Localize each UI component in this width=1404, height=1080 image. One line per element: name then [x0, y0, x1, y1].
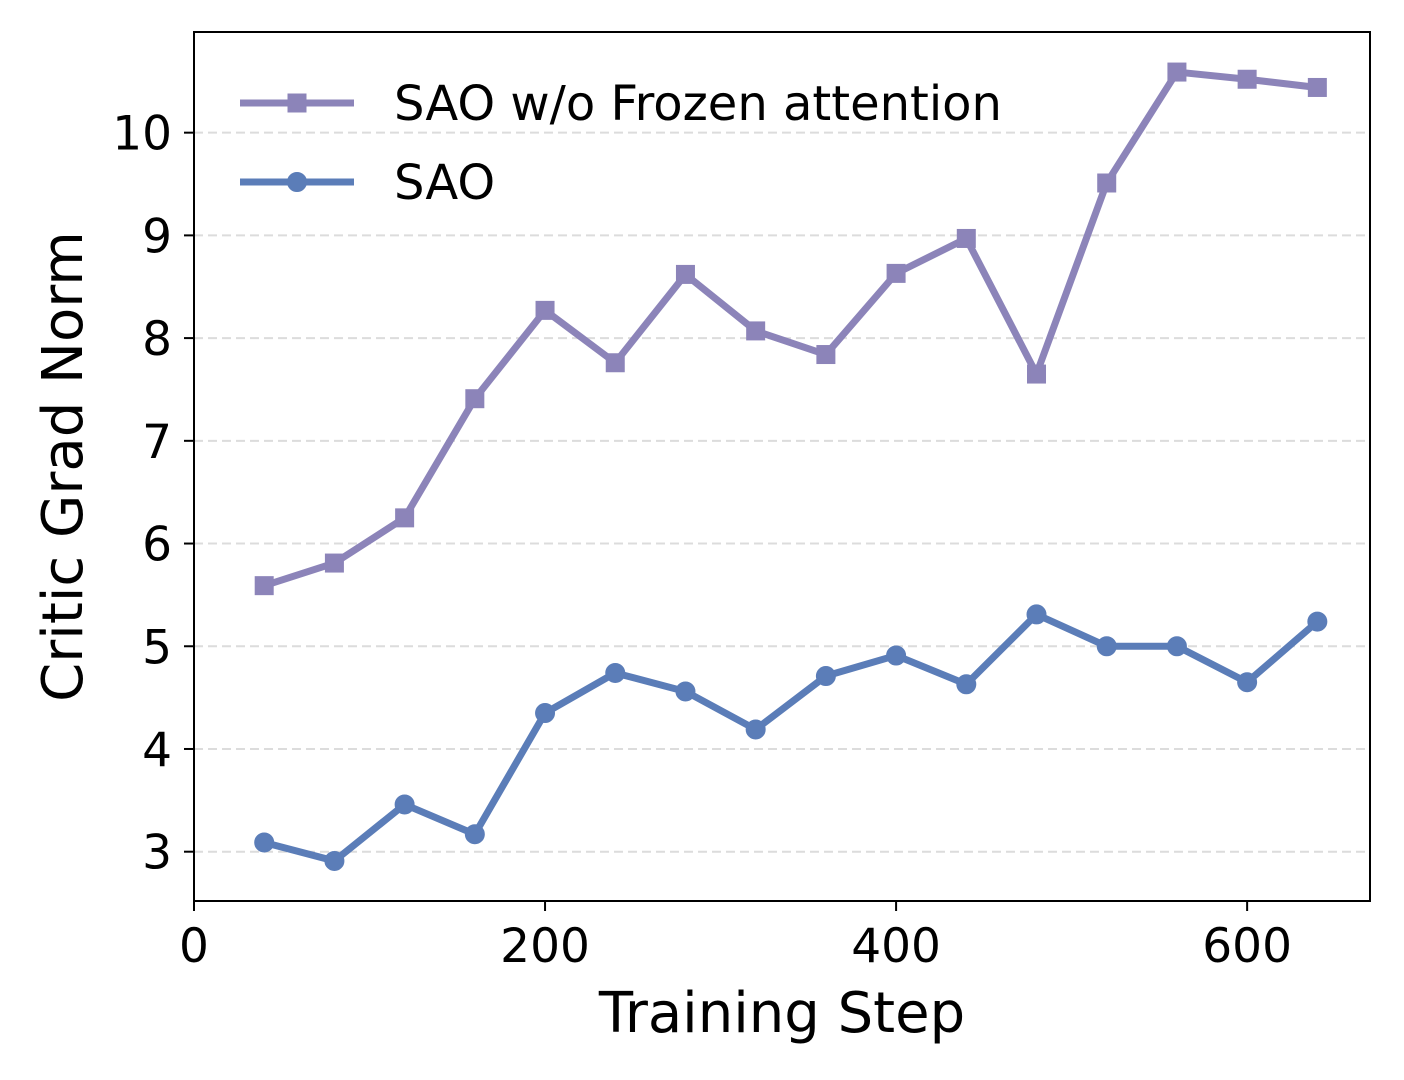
x-tick-label: 400 [851, 919, 941, 974]
legend-label: SAO [394, 155, 495, 211]
data-point [1307, 611, 1328, 632]
series-1 [254, 604, 1328, 871]
data-point [1167, 62, 1187, 82]
data-point [745, 719, 766, 740]
data-point [886, 645, 907, 666]
y-tick-label: 7 [142, 415, 172, 470]
x-tick-label: 600 [1202, 919, 1292, 974]
series-layer [254, 62, 1328, 871]
y-tick-label: 4 [142, 723, 172, 778]
data-point [394, 794, 415, 815]
legend: SAO w/o Frozen attention SAO [240, 76, 1002, 211]
data-point [816, 345, 836, 365]
y-tick-label: 3 [142, 826, 172, 881]
data-point [465, 389, 485, 409]
legend-marker [287, 172, 307, 192]
data-point [675, 681, 696, 702]
data-point [956, 674, 977, 695]
data-point [886, 263, 906, 283]
y-axis: 3 4 5 6 7 8 9 10 [112, 107, 194, 881]
data-point [956, 228, 976, 248]
data-point [535, 300, 555, 320]
data-point [1026, 604, 1047, 625]
y-tick-label: 8 [142, 312, 172, 367]
legend-item: SAO w/o Frozen attention [240, 76, 1002, 132]
data-point [464, 824, 485, 845]
data-point [675, 264, 695, 284]
data-point [1166, 636, 1187, 657]
legend-label: SAO w/o Frozen attention [394, 76, 1002, 132]
data-point [254, 832, 275, 853]
data-point [1027, 364, 1047, 384]
plot-frame [193, 31, 1371, 902]
y-tick-label: 6 [142, 518, 172, 573]
data-point [324, 553, 344, 573]
series-line [260, 68, 1321, 590]
data-point [1097, 173, 1117, 193]
x-axis: 0 200 400 600 [179, 901, 1292, 974]
data-point [1307, 77, 1327, 97]
data-point [1237, 672, 1258, 693]
data-point [1096, 636, 1117, 657]
y-axis-label: Critic Grad Norm [31, 231, 96, 702]
data-point [324, 850, 345, 871]
y-tick-label: 5 [142, 620, 172, 675]
data-point [395, 508, 415, 528]
legend-marker [287, 93, 307, 113]
data-point [605, 662, 626, 683]
series-line [260, 610, 1321, 865]
y-tick-label: 9 [142, 209, 172, 264]
x-tick-label: 0 [179, 919, 209, 974]
series-0 [254, 62, 1327, 596]
data-point [605, 353, 625, 373]
data-point [815, 666, 836, 687]
y-tick-label: 10 [112, 107, 172, 162]
data-point [746, 321, 766, 341]
legend-item: SAO [240, 155, 495, 211]
x-tick-label: 200 [500, 919, 590, 974]
data-point [535, 703, 556, 724]
data-point [1237, 69, 1257, 89]
data-point [254, 576, 274, 596]
x-axis-label: Training Step [598, 981, 965, 1046]
